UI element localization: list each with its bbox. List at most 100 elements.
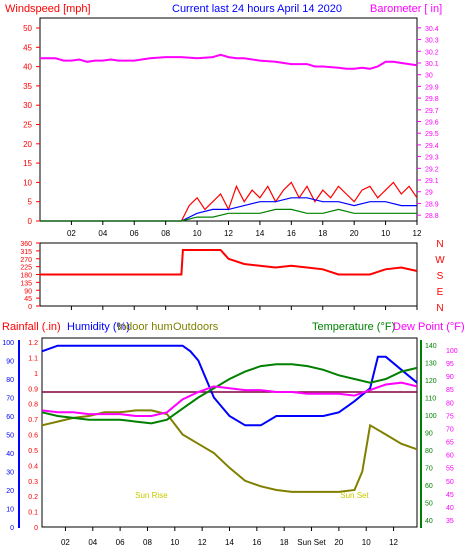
dewpoint-tick-label: 70: [446, 426, 454, 433]
compass-label: S: [437, 271, 444, 282]
humidity-tick-label: 90: [6, 359, 14, 366]
indoor-humidity-line: [41, 409, 418, 493]
direction-tick-label: 360: [20, 241, 32, 248]
barometer-tick-label: 29.4: [425, 143, 439, 150]
barometer-tick-label: 30.4: [425, 26, 439, 33]
compass-label: E: [437, 287, 444, 298]
temperature-tick-label: 110: [425, 396, 436, 403]
direction-tick-label: 225: [20, 265, 32, 272]
x-tick-label: 06: [130, 229, 139, 238]
windspeed-tick-labels: 0 5 10 15 20 25 30 35 40 45 50: [23, 24, 40, 226]
x-tick-label: 16: [287, 229, 296, 238]
rainfall-tick-label: 0.8: [28, 402, 38, 409]
humidity-tick-label: 50: [6, 433, 14, 440]
x-tick-label: 20: [334, 538, 343, 547]
x-tick-label: 12: [224, 229, 233, 238]
wind-direction-series: [40, 249, 418, 276]
barometer-tick-label: 29.8: [425, 96, 439, 103]
x-tick-label: 16: [252, 538, 261, 547]
windspeed-tick-label: 30: [23, 101, 32, 110]
humidity-tick-label: 100: [2, 340, 14, 347]
rainfall-tick-label: 1.2: [28, 340, 38, 347]
barometer-tick-label: 29.5: [425, 131, 439, 138]
humidity-temperature-series: [41, 344, 418, 493]
windspeed-tick-label: 50: [23, 24, 32, 33]
x-tick-label: 08: [143, 538, 152, 547]
x-tick-label: 04: [88, 538, 97, 547]
temperature-line: [41, 363, 418, 425]
dewpoint-tick-label: 75: [446, 413, 454, 420]
compass-label: W: [435, 255, 445, 266]
x-tick-label: 14: [225, 538, 234, 547]
windspeed-gust-line: [40, 181, 418, 222]
x-tick-label: 10: [193, 229, 202, 238]
x-tick-label: 18: [280, 538, 289, 547]
indoor-hum-label: Indoor hum: [117, 321, 173, 333]
humidity-label: Humidity (%): [67, 321, 130, 333]
outdoors-label: Outdoors: [173, 321, 219, 333]
humidity-rain-tick-labels: 0 10 20 30 40 50 60 70 80 90 100 0 0.1 0.2 0.3 0.4 0.5 0.…: [2, 340, 38, 532]
sun-annotation: Sun Set: [340, 491, 369, 500]
rainfall-tick-label: 0: [34, 525, 38, 532]
wind-plot-frame: [39, 17, 418, 222]
rainfall-tick-label: 1.1: [28, 355, 38, 362]
dewpoint-tick-label: 90: [446, 374, 454, 381]
temperature-tick-label: 80: [425, 448, 433, 455]
temperature-tick-label: 100: [425, 413, 437, 420]
dewpoint-tick-label: 45: [446, 492, 454, 499]
outdoor-humidity-line: [41, 344, 418, 427]
windspeed-avg-line: [40, 197, 417, 222]
x-tick-label: 02: [67, 229, 76, 238]
barometer-tick-label: 30.1: [425, 61, 439, 68]
barometer-tick-label: 28.9: [425, 201, 439, 208]
x-tick-label: 10: [362, 538, 371, 547]
rainfall-tick-label: 1: [34, 371, 38, 378]
compass-label: N: [436, 303, 443, 314]
barometer-tick-label: 30.3: [425, 38, 439, 45]
x-tick-label: Sun Set: [297, 538, 326, 547]
dewpoint-tick-label: 95: [446, 361, 454, 368]
barometer-tick-label: 30: [425, 73, 433, 80]
windspeed-tick-label: 10: [23, 178, 32, 187]
rainfall-tick-label: 0.3: [28, 479, 38, 486]
dewpoint-tick-label: 55: [446, 466, 454, 473]
wind-barometer-panel: Windspeed [mph] Current last 24 hours Ap…: [5, 3, 442, 238]
temperature-tick-label: 70: [425, 466, 433, 473]
sun-annotations: Sun Rise Sun Set: [135, 491, 369, 500]
windspeed-tick-label: 15: [23, 159, 32, 168]
dewpoint-tick-label: 35: [446, 518, 454, 525]
x-tick-label: 12: [198, 538, 207, 547]
humidity-tick-label: 20: [6, 488, 14, 495]
x-tick-label: 08: [161, 229, 170, 238]
barometer-tick-label: 29.9: [425, 84, 439, 91]
dewpoint-tick-label: 60: [446, 453, 454, 460]
x-tick-label: 04: [98, 229, 107, 238]
barometer-tick-labels: 28.8 28.9 29 29.1 29.2 29.3 29.4 29.5 29.6 29.7 29…: [417, 26, 439, 220]
barometer-line: [40, 53, 418, 70]
barometer-tick-label: 29: [425, 190, 433, 197]
temperature-tick-label: 40: [425, 518, 433, 525]
barometer-tick-label: 29.2: [425, 166, 439, 173]
rainfall-tick-label: 0.4: [28, 463, 38, 470]
rainfall-tick-label: 0.6: [28, 433, 38, 440]
wind-barometer-series: [40, 53, 418, 222]
direction-tick-label: 45: [24, 296, 32, 303]
barometer-tick-label: 29.6: [425, 120, 439, 127]
x-tick-label: 20: [350, 229, 359, 238]
rainfall-tick-label: 0.7: [28, 417, 38, 424]
chart-title: Current last 24 hours April 14 2020: [172, 3, 342, 15]
barometer-tick-label: 30.2: [425, 49, 439, 56]
temperature-tick-label: 130: [425, 361, 437, 368]
temperature-tick-label: 50: [425, 501, 433, 508]
dewpoint-tick-label: 65: [446, 440, 454, 447]
temperature-tick-label: 60: [425, 483, 433, 490]
humidity-tick-label: 0: [10, 525, 14, 532]
direction-tick-label: 180: [20, 273, 32, 280]
temperature-tick-label: 90: [425, 431, 433, 438]
direction-tick-label: 0: [28, 304, 32, 311]
barometer-tick-label: 29.3: [425, 155, 439, 162]
x-tick-label: 14: [255, 229, 264, 238]
dewpoint-tick-label: 85: [446, 387, 454, 394]
temperature-tick-label: 120: [425, 378, 437, 385]
